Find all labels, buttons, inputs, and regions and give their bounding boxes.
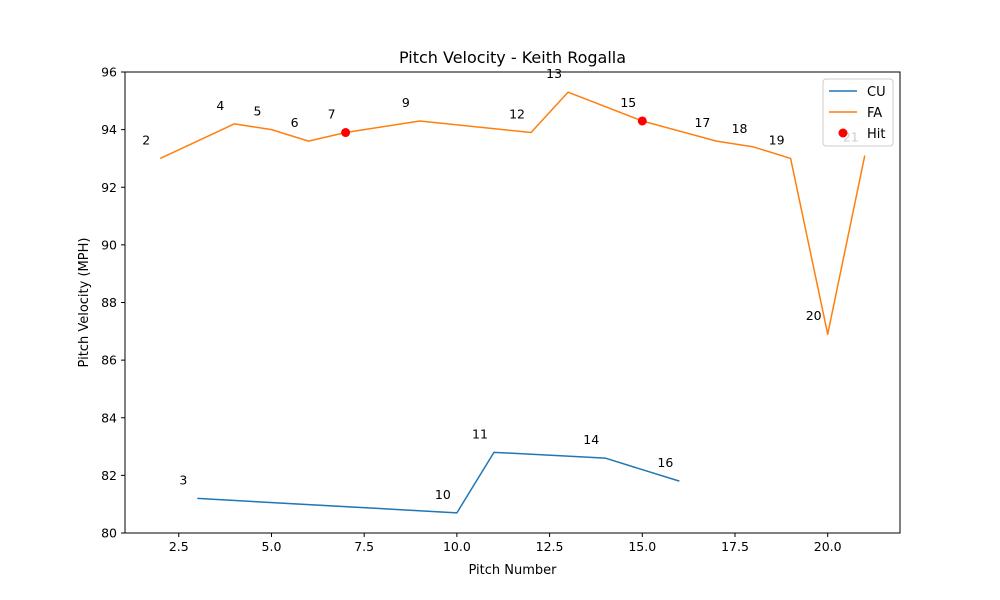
- pitch-label-12: 12: [509, 107, 525, 122]
- pitch-label-11: 11: [472, 426, 488, 441]
- pitch-label-17: 17: [694, 115, 710, 130]
- pitch-number-labels: 2345679101112131415161718192021: [142, 66, 858, 502]
- pitch-label-10: 10: [435, 487, 451, 502]
- y-tick-label-94: 94: [101, 122, 117, 137]
- y-tick-label-88: 88: [101, 295, 117, 310]
- x-tick-label-15-0: 15.0: [628, 539, 656, 554]
- series-line-fa: [159, 91, 866, 335]
- x-tick-label-7-5: 7.5: [354, 539, 374, 554]
- x-tick-label-5-0: 5.0: [262, 539, 282, 554]
- x-tick-label-2-5: 2.5: [169, 539, 189, 554]
- y-axis-label: Pitch Velocity (MPH): [77, 238, 92, 368]
- x-tick-label-12-5: 12.5: [536, 539, 564, 554]
- pitch-label-15: 15: [620, 95, 636, 110]
- pitch-label-14: 14: [583, 432, 599, 447]
- hit-marker-15: [637, 116, 647, 126]
- series-lines: [159, 91, 866, 514]
- pitch-label-20: 20: [806, 308, 822, 323]
- pitch-label-5: 5: [253, 104, 261, 119]
- plot-area: [125, 72, 900, 533]
- legend-hit-label: Hit: [867, 127, 885, 142]
- pitch-label-18: 18: [732, 121, 748, 136]
- pitch-label-13: 13: [546, 66, 562, 81]
- hit-markers: [341, 116, 647, 138]
- y-tick-label-92: 92: [101, 180, 117, 195]
- legend-hit-marker: [838, 128, 848, 138]
- pitch-label-2: 2: [142, 132, 150, 147]
- pitch-label-16: 16: [657, 455, 673, 470]
- y-tick-label-84: 84: [101, 410, 117, 425]
- x-axis-label: Pitch Number: [468, 563, 557, 578]
- x-tick-label-17-5: 17.5: [721, 539, 749, 554]
- x-tick-label-10-0: 10.0: [443, 539, 471, 554]
- pitch-label-9: 9: [402, 95, 410, 110]
- y-axis-ticks: 80 82 84 86 88 90 92 94 96: [101, 65, 125, 541]
- y-tick-label-82: 82: [101, 468, 117, 483]
- series-line-cu: [197, 451, 680, 514]
- x-axis-ticks: 2.5 5.0 7.5 10.0 12.5 15.0 17.5 20.0: [169, 533, 842, 554]
- y-tick-label-90: 90: [101, 237, 117, 252]
- legend-cu-label: CU: [867, 85, 886, 100]
- hit-marker-7: [341, 128, 351, 138]
- legend-fa-label: FA: [867, 106, 882, 121]
- plot-frame: [124, 71, 901, 534]
- chart-title: Pitch Velocity - Keith Rogalla: [399, 48, 626, 67]
- pitch-label-3: 3: [179, 472, 187, 487]
- pitch-label-19: 19: [769, 132, 785, 147]
- y-tick-label-96: 96: [101, 65, 117, 80]
- y-tick-label-86: 86: [101, 353, 117, 368]
- legend: CU FA Hit: [822, 78, 894, 147]
- x-tick-label-20-0: 20.0: [814, 539, 842, 554]
- pitch-label-4: 4: [216, 98, 224, 113]
- pitch-label-7: 7: [328, 107, 336, 122]
- pitch-label-6: 6: [291, 115, 299, 130]
- legend-box: [822, 78, 894, 147]
- y-tick-label-80: 80: [101, 526, 117, 541]
